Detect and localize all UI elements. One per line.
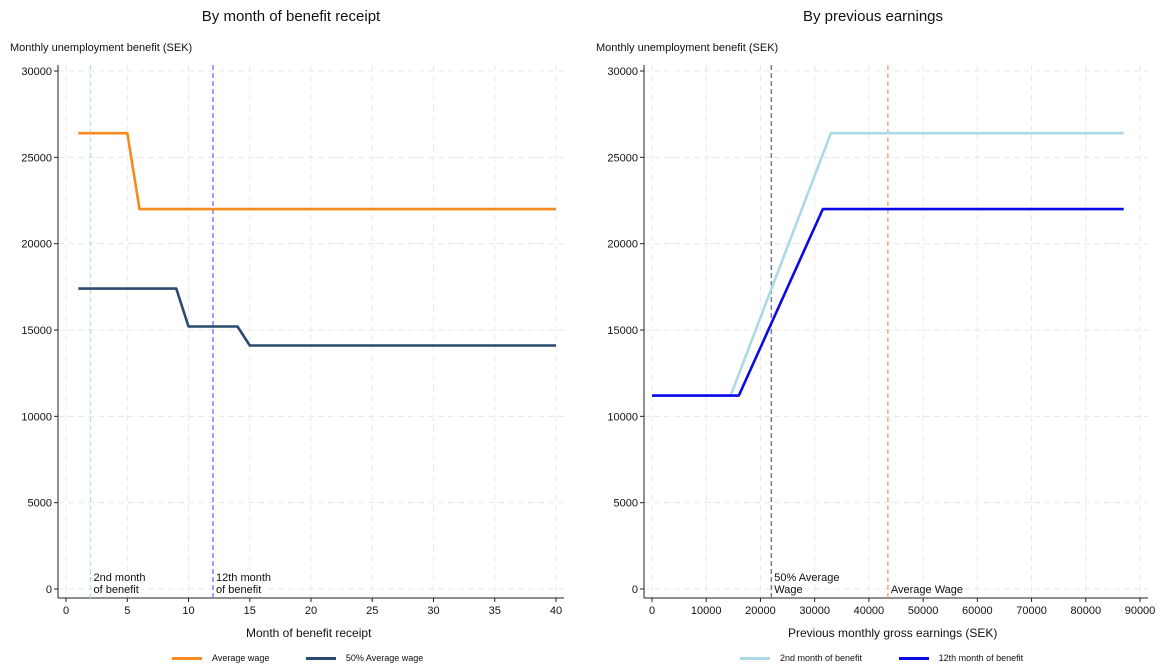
x-tick-label: 35 — [489, 605, 501, 617]
legend: 2nd month of benefit 12th month of benef… — [740, 652, 1057, 663]
y-axis-label: Monthly unemployment benefit (SEK) — [10, 42, 193, 54]
reference-line-label: 2nd month — [94, 572, 146, 584]
x-tick-label: 50000 — [908, 605, 939, 617]
x-tick-label: 40000 — [854, 605, 885, 617]
legend-label: Average wage — [212, 652, 270, 663]
y-tick-label: 15000 — [21, 325, 52, 337]
x-tick-label: 15 — [244, 605, 256, 617]
legend-item: 50% Average wage — [305, 652, 424, 663]
chart-title: By month of benefit receipt — [201, 8, 381, 25]
x-tick-label: 90000 — [1125, 605, 1156, 617]
y-tick-label: 10000 — [607, 411, 638, 423]
plot-area: 0 5000 10000 15000 20000 25000 30000 0 10000 2000… — [607, 65, 1156, 617]
y-tick-label: 30000 — [21, 66, 52, 78]
legend-swatch — [305, 656, 336, 660]
y-tick-label: 25000 — [607, 152, 638, 164]
reference-line-label: 12th month — [216, 572, 271, 584]
y-tick-label: 10000 — [21, 411, 52, 423]
legend-item: 12th month of benefit — [898, 652, 1024, 663]
series-line — [78, 131, 556, 211]
legend-item: 2nd month of benefit — [740, 653, 862, 663]
legend-label: 12th month of benefit — [938, 652, 1024, 663]
legend-label: 50% Average wage — [345, 652, 424, 663]
x-tick-label: 5 — [124, 605, 130, 617]
legend-swatch — [740, 656, 770, 660]
x-tick-label: 0 — [63, 605, 69, 617]
y-tick-label: 5000 — [28, 498, 52, 510]
x-tick-label: 70000 — [1016, 605, 1047, 617]
x-axis-label: Month of benefit receipt — [246, 626, 372, 640]
x-axis-label: Previous monthly gross earnings (SEK) — [788, 626, 998, 640]
y-tick-label: 30000 — [607, 66, 638, 78]
y-tick-label: 20000 — [607, 239, 638, 251]
reference-line-label: of benefit — [94, 584, 139, 596]
legend-label: 2nd month of benefit — [780, 652, 863, 663]
x-tick-label: 30 — [427, 605, 439, 617]
x-tick-label: 10000 — [691, 605, 722, 617]
series-line — [78, 287, 556, 347]
x-tick-label: 40 — [550, 605, 562, 617]
legend: Average wage 50% Average wage — [172, 652, 457, 663]
plot-area: 0 5000 10000 15000 20000 25000 30000 0 5 10 15 20 25… — [21, 65, 564, 617]
chart-title: By previous earnings — [802, 8, 944, 25]
y-tick-label: 25000 — [21, 152, 52, 164]
reference-line-label: Average Wage — [891, 584, 963, 596]
reference-line-label: Wage — [774, 584, 802, 596]
x-tick-label: 80000 — [1070, 605, 1101, 617]
y-tick-label: 5000 — [614, 498, 638, 510]
y-tick-label: 0 — [632, 584, 638, 596]
x-tick-label: 20 — [305, 605, 317, 617]
chart-panel-by-month: By month of benefit receipt Monthly unem… — [10, 8, 564, 663]
x-tick-label: 25 — [366, 605, 378, 617]
chart-panel-by-earnings: By previous earnings Monthly unemploymen… — [582, 0, 1164, 668]
series-line — [652, 207, 1124, 397]
legend-swatch — [172, 656, 202, 660]
y-tick-label: 20000 — [21, 239, 52, 251]
y-axis-label: Monthly unemployment benefit (SEK) — [596, 42, 779, 54]
x-tick-label: 30000 — [799, 605, 830, 617]
legend-swatch — [898, 656, 929, 660]
y-tick-label: 15000 — [607, 325, 638, 337]
reference-line-label: of benefit — [216, 584, 261, 596]
x-tick-label: 0 — [649, 605, 655, 617]
x-tick-label: 20000 — [745, 605, 776, 617]
reference-line-label: 50% Average — [774, 572, 839, 584]
x-tick-label: 10 — [182, 605, 194, 617]
y-tick-label: 0 — [46, 584, 52, 596]
x-tick-label: 60000 — [962, 605, 993, 617]
legend-item: Average wage — [172, 653, 269, 663]
